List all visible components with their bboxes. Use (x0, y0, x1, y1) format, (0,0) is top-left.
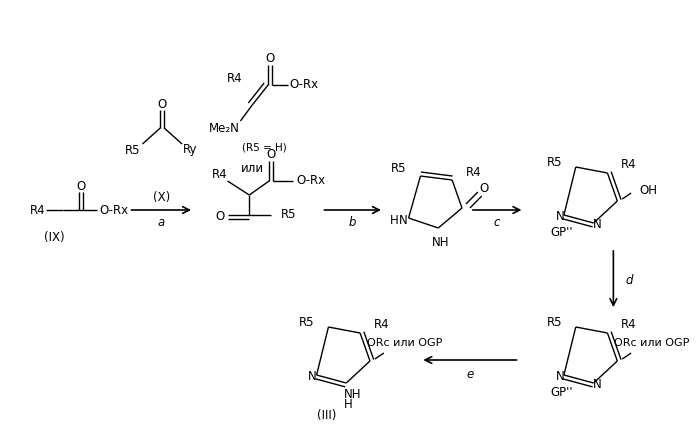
Text: R4: R4 (621, 318, 637, 332)
Text: O: O (215, 210, 224, 224)
Text: O-Rx: O-Rx (99, 203, 128, 217)
Text: GP'': GP'' (551, 227, 573, 239)
Text: O-Rx: O-Rx (289, 78, 318, 91)
Text: b: b (348, 216, 356, 228)
Text: NH: NH (431, 235, 449, 248)
Text: N: N (593, 218, 602, 232)
Text: R4: R4 (374, 318, 389, 332)
Text: (X): (X) (153, 191, 170, 205)
Text: Ry: Ry (183, 143, 198, 157)
Text: Me₂N: Me₂N (209, 123, 240, 135)
Text: H: H (390, 213, 399, 227)
Text: R4: R4 (621, 158, 637, 172)
Text: c: c (493, 216, 500, 228)
Text: N: N (309, 370, 317, 384)
Text: R4: R4 (211, 168, 228, 182)
Text: GP'': GP'' (551, 386, 573, 400)
Text: R5: R5 (547, 317, 562, 329)
Text: ORс или OGP: ORс или OGP (614, 338, 690, 348)
Text: O: O (77, 179, 86, 193)
Text: N: N (556, 210, 564, 224)
Text: R5: R5 (281, 209, 297, 221)
Text: NH: NH (343, 389, 361, 401)
Text: или: или (241, 161, 264, 175)
Text: N: N (556, 370, 564, 384)
Text: H: H (344, 399, 352, 411)
Text: R4: R4 (466, 165, 482, 179)
Text: (IX): (IX) (44, 232, 65, 244)
Text: N: N (399, 213, 408, 227)
Text: e: e (466, 367, 473, 381)
Text: OH: OH (639, 184, 657, 198)
Text: a: a (158, 216, 165, 228)
Text: O-Rx: O-Rx (296, 175, 325, 187)
Text: R5: R5 (299, 317, 315, 329)
Text: R4: R4 (30, 203, 45, 217)
Text: N: N (593, 378, 602, 392)
Text: R5: R5 (547, 157, 562, 169)
Text: R5: R5 (125, 143, 140, 157)
Text: O: O (479, 182, 489, 194)
Text: O: O (267, 149, 276, 161)
Text: O: O (265, 52, 275, 66)
Text: R4: R4 (227, 72, 242, 86)
Text: d: d (625, 273, 633, 287)
Text: R5: R5 (391, 161, 407, 175)
Text: (III): (III) (317, 408, 336, 422)
Text: O: O (158, 97, 167, 111)
Text: ORс или OGP: ORс или OGP (367, 338, 443, 348)
Text: (R5 = H): (R5 = H) (242, 143, 286, 153)
